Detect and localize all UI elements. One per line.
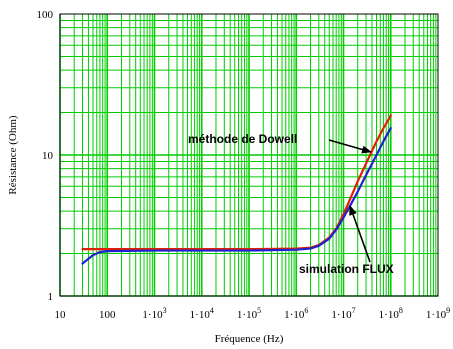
- x-tick-label: 10: [55, 309, 67, 321]
- x-tick-label: 1·105: [237, 306, 261, 321]
- annotation-dowell: méthode de Dowell: [188, 132, 297, 146]
- y-tick-labels: 1 10 100: [37, 9, 54, 303]
- x-tick-label: 1·103: [142, 306, 166, 321]
- x-tick-labels: 10 100 1·103 1·104 1·105 1·106 1·107 1·108 1·109: [55, 306, 451, 321]
- y-axis-title: Résistance (Ohm): [7, 115, 19, 194]
- y-tick-label: 100: [37, 9, 54, 21]
- x-tick-label: 1·106: [284, 306, 308, 321]
- annotation-flux-arrow: [349, 205, 371, 263]
- x-tick-label: 1·107: [331, 306, 355, 321]
- x-tick-label: 1·109: [426, 306, 450, 321]
- annotations: méthode de Dowell simulation FLUX: [188, 132, 394, 276]
- series-line-flux: [81, 127, 392, 265]
- x-tick-label: 100: [99, 309, 116, 321]
- annotation-dowell-arrow: [328, 139, 372, 154]
- grid: [59, 14, 438, 297]
- y-tick-label: 1: [48, 291, 54, 303]
- plot-frame: [59, 13, 439, 297]
- x-axis-title: Fréquence (Hz): [215, 333, 284, 345]
- x-tick-label: 1·108: [379, 306, 403, 321]
- y-tick-label: 10: [42, 150, 54, 162]
- annotation-flux: simulation FLUX: [299, 262, 394, 276]
- x-tick-label: 1·104: [190, 306, 214, 321]
- series-layer: [81, 114, 392, 265]
